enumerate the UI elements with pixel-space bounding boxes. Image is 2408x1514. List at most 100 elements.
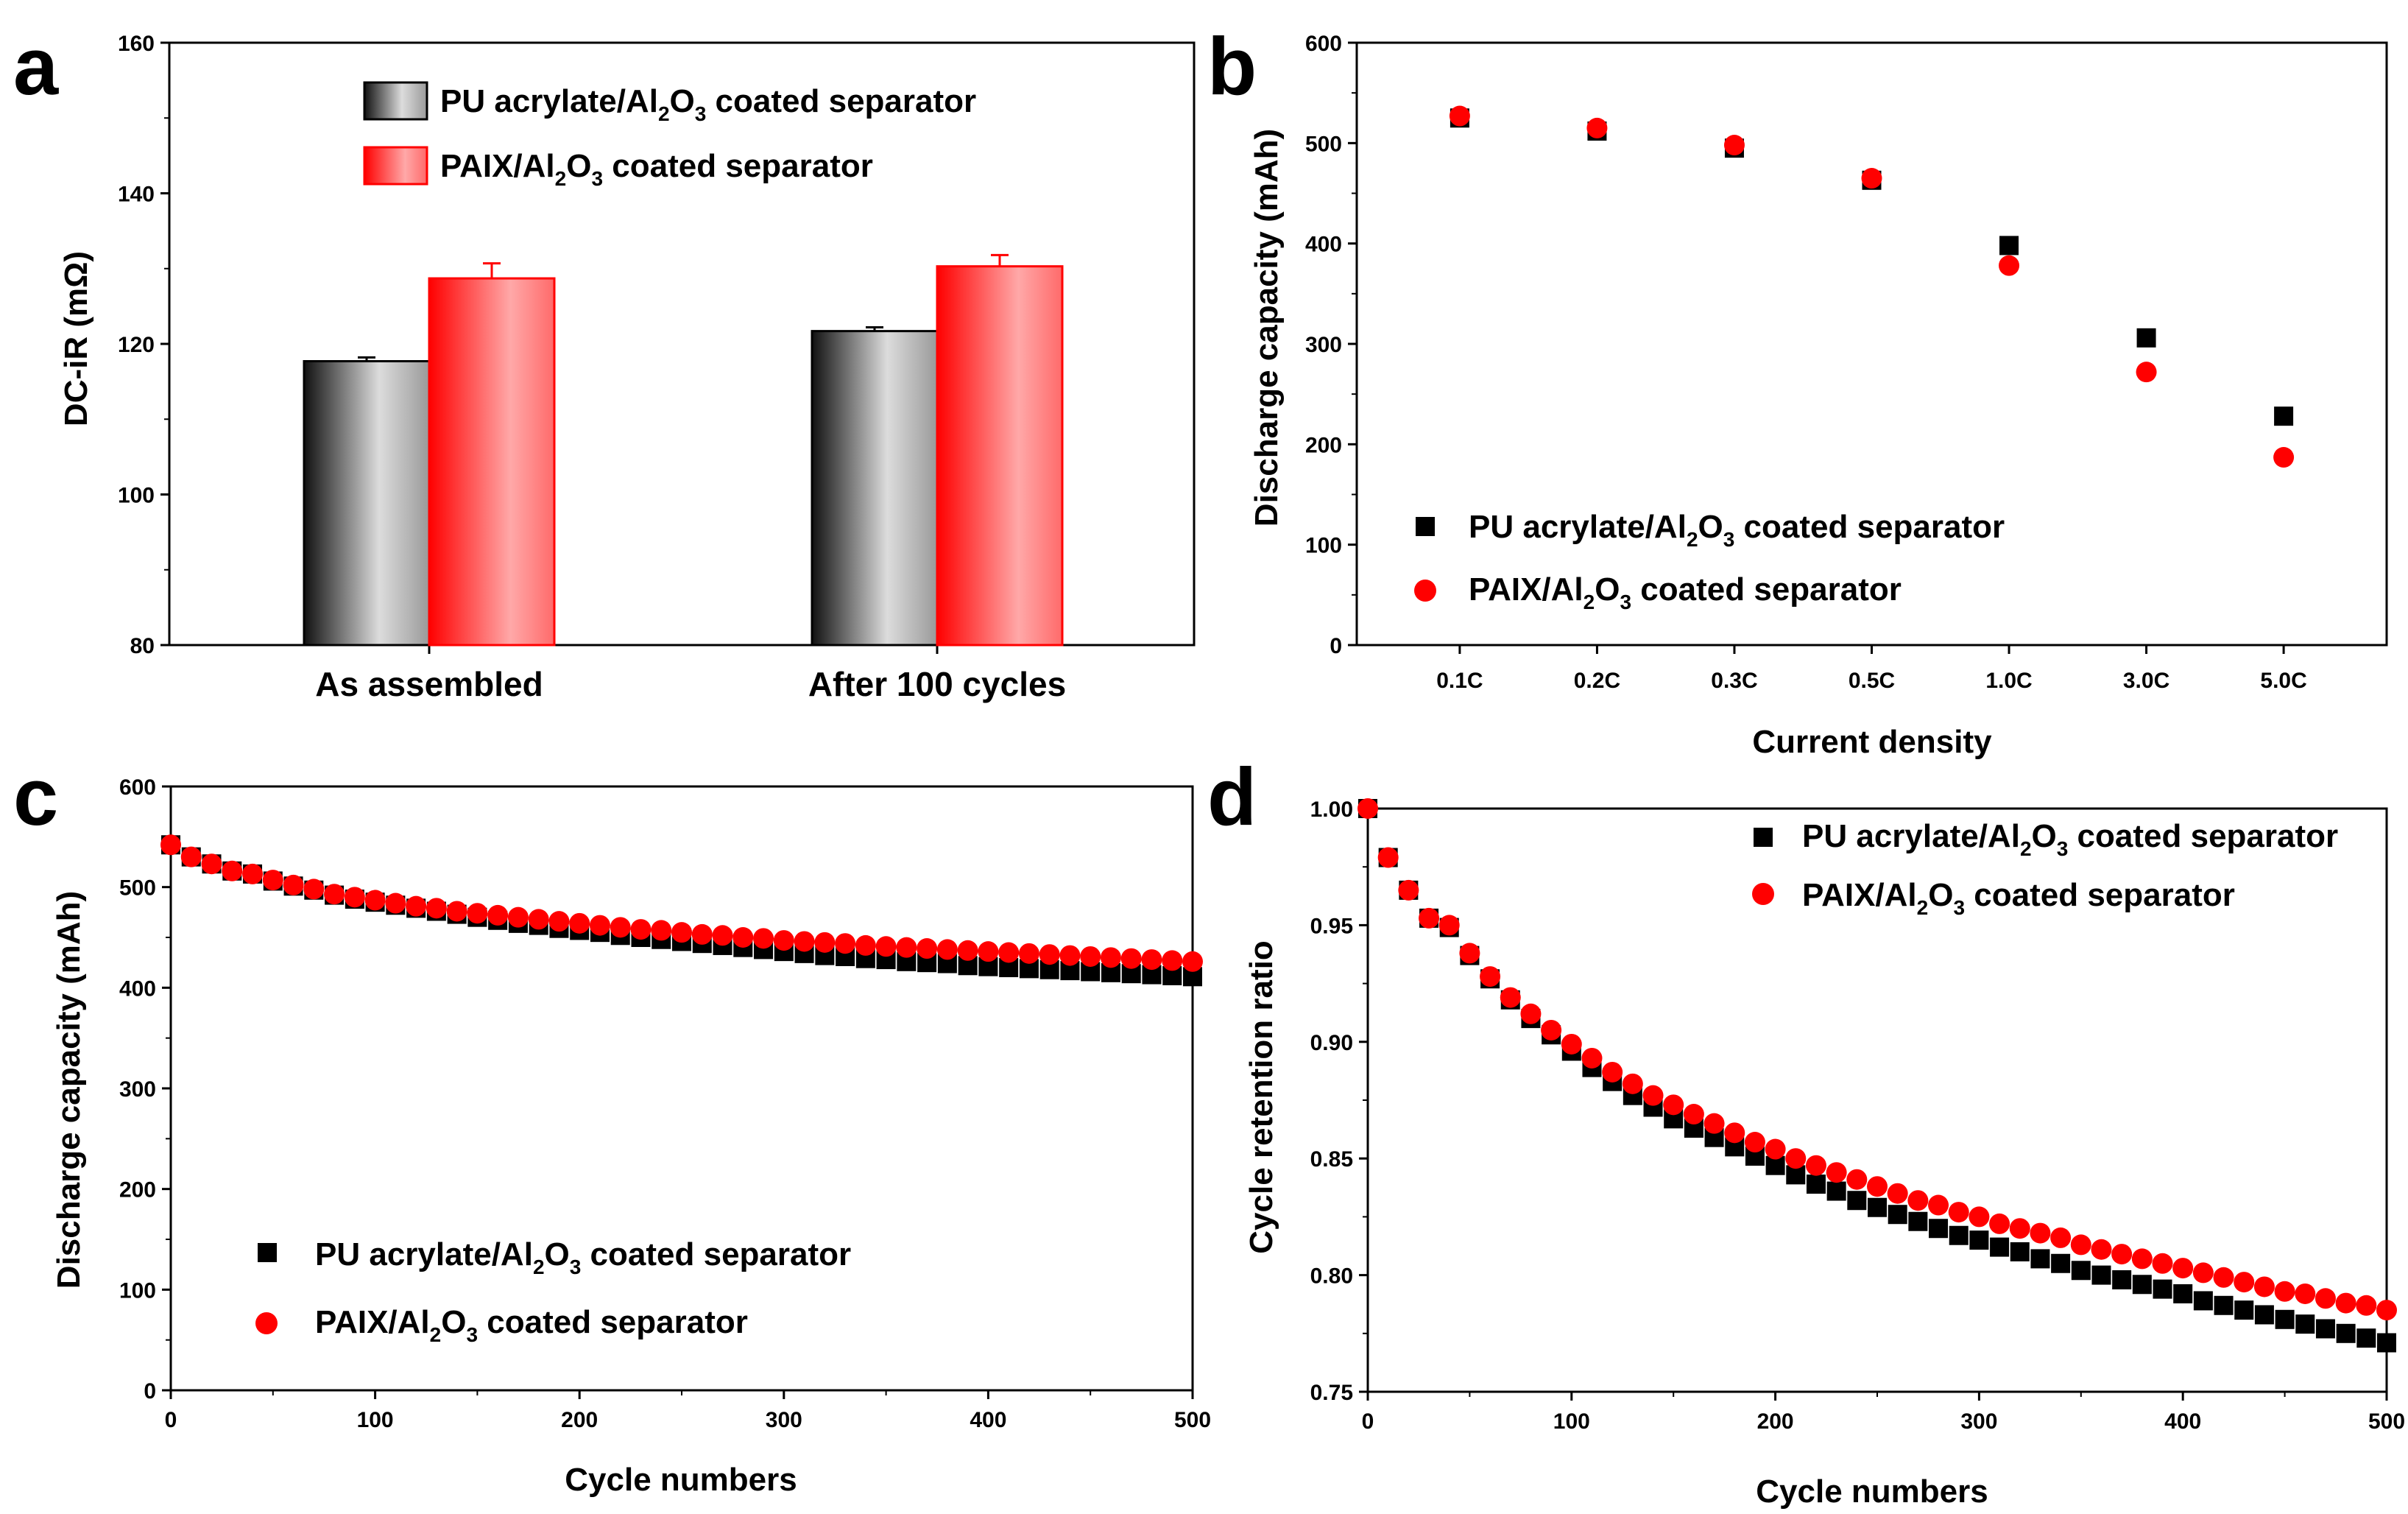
data-point-paix (1826, 1162, 1847, 1183)
data-point-paix (957, 940, 978, 961)
data-point-paix (1948, 1202, 1969, 1223)
data-point-paix (1723, 135, 1745, 156)
panel-b-x-tick-label: 0.5C (1849, 669, 1895, 693)
data-point-paix (569, 912, 590, 934)
data-point-paix (773, 930, 794, 951)
panel-b-x-tick-label: 1.0C (1985, 669, 2032, 693)
data-point-paix (1039, 944, 1060, 965)
data-point-paix (1520, 1003, 1542, 1024)
data-point-pu (2071, 1261, 2091, 1281)
data-point-paix (2070, 1234, 2091, 1256)
data-point-pu (2234, 1300, 2254, 1320)
data-point-paix (2131, 1248, 2153, 1270)
data-point-paix (814, 932, 836, 953)
data-point-pu (1990, 1237, 2010, 1257)
panel-d-y-tick-label: 0.90 (1310, 1031, 1353, 1055)
data-point-pu (2336, 1323, 2356, 1343)
data-point-paix (1162, 950, 1183, 971)
data-point-paix (651, 920, 672, 941)
panel-a-category-label: As assembled (315, 665, 543, 703)
data-point-paix (2111, 1244, 2133, 1265)
panel-b-plot-frame (1355, 41, 2388, 647)
legend-label-paix: PAIX/Al2O3 coated separator (1802, 877, 2235, 919)
data-point-pu (1969, 1230, 1989, 1250)
panel-a-category-label: After 100 cycles (808, 665, 1066, 703)
data-point-paix (548, 911, 570, 932)
data-point-paix (1724, 1122, 1745, 1144)
data-point-paix (1999, 255, 2020, 276)
data-point-paix (1846, 1169, 1868, 1190)
data-point-paix (691, 923, 713, 945)
panel-b-x-tick-label: 5.0C (2260, 669, 2306, 693)
data-point-pu (2274, 406, 2294, 426)
panel-letter-a: a (13, 21, 59, 112)
data-point-paix (1642, 1085, 1664, 1106)
panel-c-plot-frame (169, 785, 1194, 1392)
data-point-paix (1867, 1176, 1888, 1197)
bar-pu (303, 360, 431, 647)
data-point-paix (1602, 1061, 1623, 1082)
data-point-pu (2295, 1314, 2315, 1334)
data-point-paix (1141, 949, 1162, 971)
data-point-paix (753, 928, 774, 949)
data-point-paix (303, 879, 325, 900)
panel-a-plot: 80 100 120 140 160 (118, 32, 1196, 658)
panel-a-y-tick-label: 80 (130, 634, 155, 658)
data-point-paix (283, 874, 304, 895)
data-point-pu (1929, 1219, 1949, 1239)
data-point-paix (1561, 1033, 1582, 1054)
data-point-paix (1581, 1047, 1603, 1068)
data-point-pu (2275, 1309, 2295, 1329)
panel-c-plot: 0 100 200 300 400 500 600 0 100 200 300 400 500 (119, 775, 1211, 1432)
data-point-paix (1080, 946, 1101, 967)
data-point-paix (1357, 798, 1378, 819)
data-point-pu (2377, 1333, 2396, 1353)
panel-b-y-tick-label: 500 (1305, 132, 1342, 156)
bar-paix (936, 265, 1064, 647)
data-point-paix (364, 890, 386, 911)
data-point-paix (1449, 105, 1470, 127)
panel-c-xlabel: Cycle numbers (565, 1462, 797, 1498)
data-point-paix (1059, 945, 1081, 966)
data-point-paix (1480, 966, 1501, 987)
panel-c-x-tick-label: 500 (1174, 1408, 1211, 1432)
legend-marker-paix (1752, 883, 1774, 905)
panel-c-x-tick-label: 100 (357, 1408, 394, 1432)
data-point-paix (180, 846, 202, 867)
data-point-paix (589, 915, 610, 936)
panel-c-y-tick-label: 400 (119, 976, 156, 1001)
data-point-paix (242, 863, 264, 884)
data-point-paix (406, 895, 427, 917)
data-point-pu (2173, 1284, 2193, 1303)
data-point-paix (1398, 879, 1419, 901)
panel-d-y-tick-label: 0.95 (1310, 914, 1353, 938)
data-point-paix (1100, 947, 1121, 968)
data-point-pu (1847, 1191, 1867, 1211)
data-point-paix (1989, 1213, 2010, 1234)
panel-c-y-tick-label: 500 (119, 876, 156, 901)
panel-b-x-tick-label: 0.3C (1711, 669, 1757, 693)
legend-marker-pu (258, 1243, 277, 1262)
panel-d-x-tick-label: 300 (1960, 1409, 1997, 1434)
legend-swatch-pu (363, 81, 428, 121)
legend-label-pu: PU acrylate/Al2O3 coated separator (1469, 509, 2005, 551)
panel-d-y-tick-label: 0.80 (1310, 1264, 1353, 1289)
data-point-paix (835, 933, 856, 954)
data-point-paix (855, 934, 876, 956)
data-point-paix (1500, 987, 1521, 1008)
data-point-paix (1969, 1206, 1990, 1228)
data-point-paix (896, 937, 917, 958)
data-point-paix (1018, 943, 1039, 964)
data-point-paix (1586, 117, 1608, 138)
data-point-paix (2091, 1239, 2112, 1260)
panel-b-y-tick-label: 600 (1305, 32, 1342, 56)
data-point-paix (2009, 1218, 2030, 1239)
data-point-paix (875, 936, 897, 957)
panel-b-x-tick-label: 0.1C (1436, 669, 1483, 693)
data-point-paix (712, 925, 733, 946)
panel-d-y-tick-label: 0.85 (1310, 1147, 1353, 1172)
legend-label-paix: PAIX/Al2O3 coated separator (1469, 571, 1902, 613)
data-point-paix (936, 939, 958, 960)
data-point-paix (160, 834, 181, 856)
